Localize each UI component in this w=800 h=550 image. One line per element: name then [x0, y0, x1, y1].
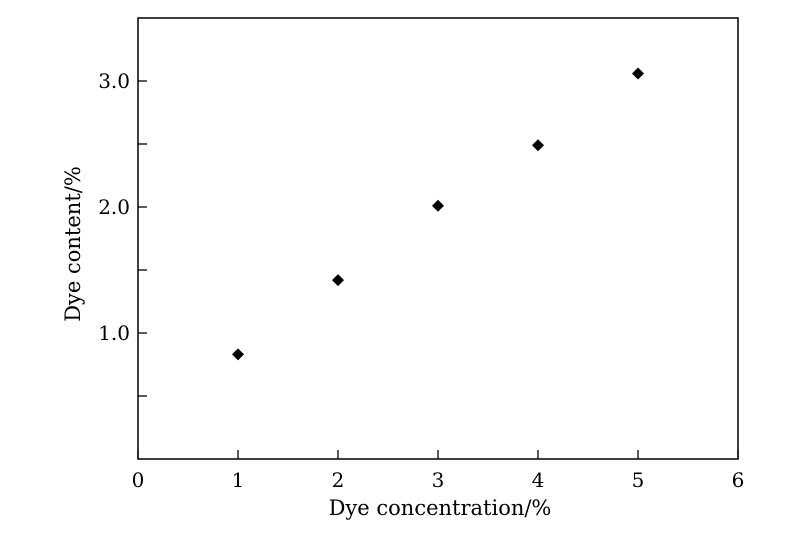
x-tick-label: 2 — [332, 468, 345, 492]
x-tick-label: 0 — [132, 468, 145, 492]
x-tick-label: 6 — [732, 468, 745, 492]
y-tick-label: 2.0 — [98, 195, 130, 219]
data-point — [432, 199, 444, 212]
x-tick-label: 5 — [632, 468, 645, 492]
y-tick-label: 3.0 — [98, 69, 130, 93]
data-points — [232, 67, 644, 361]
x-tick-label: 3 — [432, 468, 445, 492]
data-point — [632, 67, 644, 80]
data-point — [232, 348, 244, 361]
plot-frame — [137, 17, 739, 460]
y-axis-ticks: 1.0 2.0 3.0 — [98, 69, 147, 397]
x-axis-ticks: 0 1 2 3 4 5 6 — [132, 450, 745, 492]
x-axis-title: Dye concentration/% — [329, 496, 552, 520]
data-point — [532, 139, 544, 152]
x-tick-label: 1 — [232, 468, 245, 492]
x-tick-label: 4 — [532, 468, 545, 492]
data-point — [332, 274, 344, 287]
y-axis-title: Dye content/% — [61, 166, 85, 322]
y-tick-label: 1.0 — [98, 321, 130, 345]
